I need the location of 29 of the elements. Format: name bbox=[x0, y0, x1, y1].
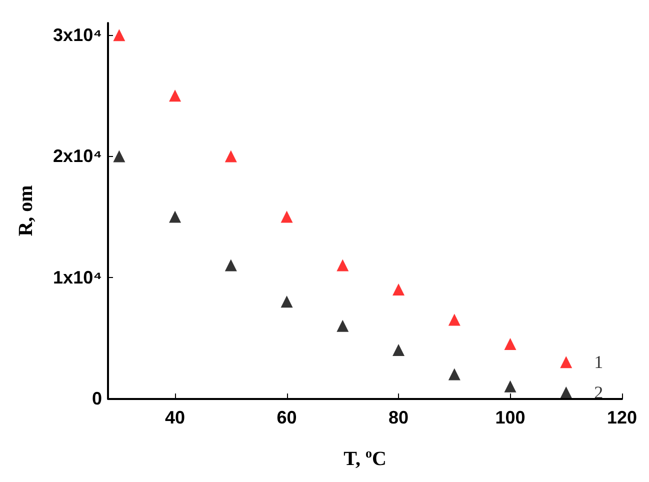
x-tick-label: 100 bbox=[495, 408, 526, 428]
point bbox=[504, 338, 516, 350]
x-tick-label: 80 bbox=[388, 408, 409, 428]
point bbox=[280, 296, 293, 308]
x-tick-label: 120 bbox=[606, 408, 638, 428]
point bbox=[113, 29, 126, 42]
x-tick-label: 60 bbox=[276, 408, 297, 428]
point bbox=[392, 283, 405, 296]
point bbox=[336, 259, 349, 272]
point bbox=[504, 380, 516, 392]
point bbox=[280, 210, 293, 223]
point bbox=[113, 150, 126, 162]
y-tick-label: 2x10⁴ bbox=[53, 146, 102, 166]
y-axis-title: R, om bbox=[15, 184, 37, 236]
point bbox=[224, 150, 237, 162]
y-tick-label: 3x10⁴ bbox=[53, 25, 102, 46]
y-tick-label: 0 bbox=[92, 388, 102, 408]
point bbox=[392, 344, 405, 356]
x-tick-label: 40 bbox=[165, 408, 186, 428]
point bbox=[224, 259, 237, 272]
point bbox=[560, 356, 572, 368]
point bbox=[448, 368, 460, 380]
point bbox=[169, 210, 182, 223]
series-label: 1 bbox=[594, 352, 604, 372]
point bbox=[448, 314, 460, 326]
point bbox=[336, 320, 349, 332]
point bbox=[560, 386, 572, 398]
y-tick-label: 1x10⁴ bbox=[53, 267, 102, 288]
point bbox=[169, 90, 182, 102]
